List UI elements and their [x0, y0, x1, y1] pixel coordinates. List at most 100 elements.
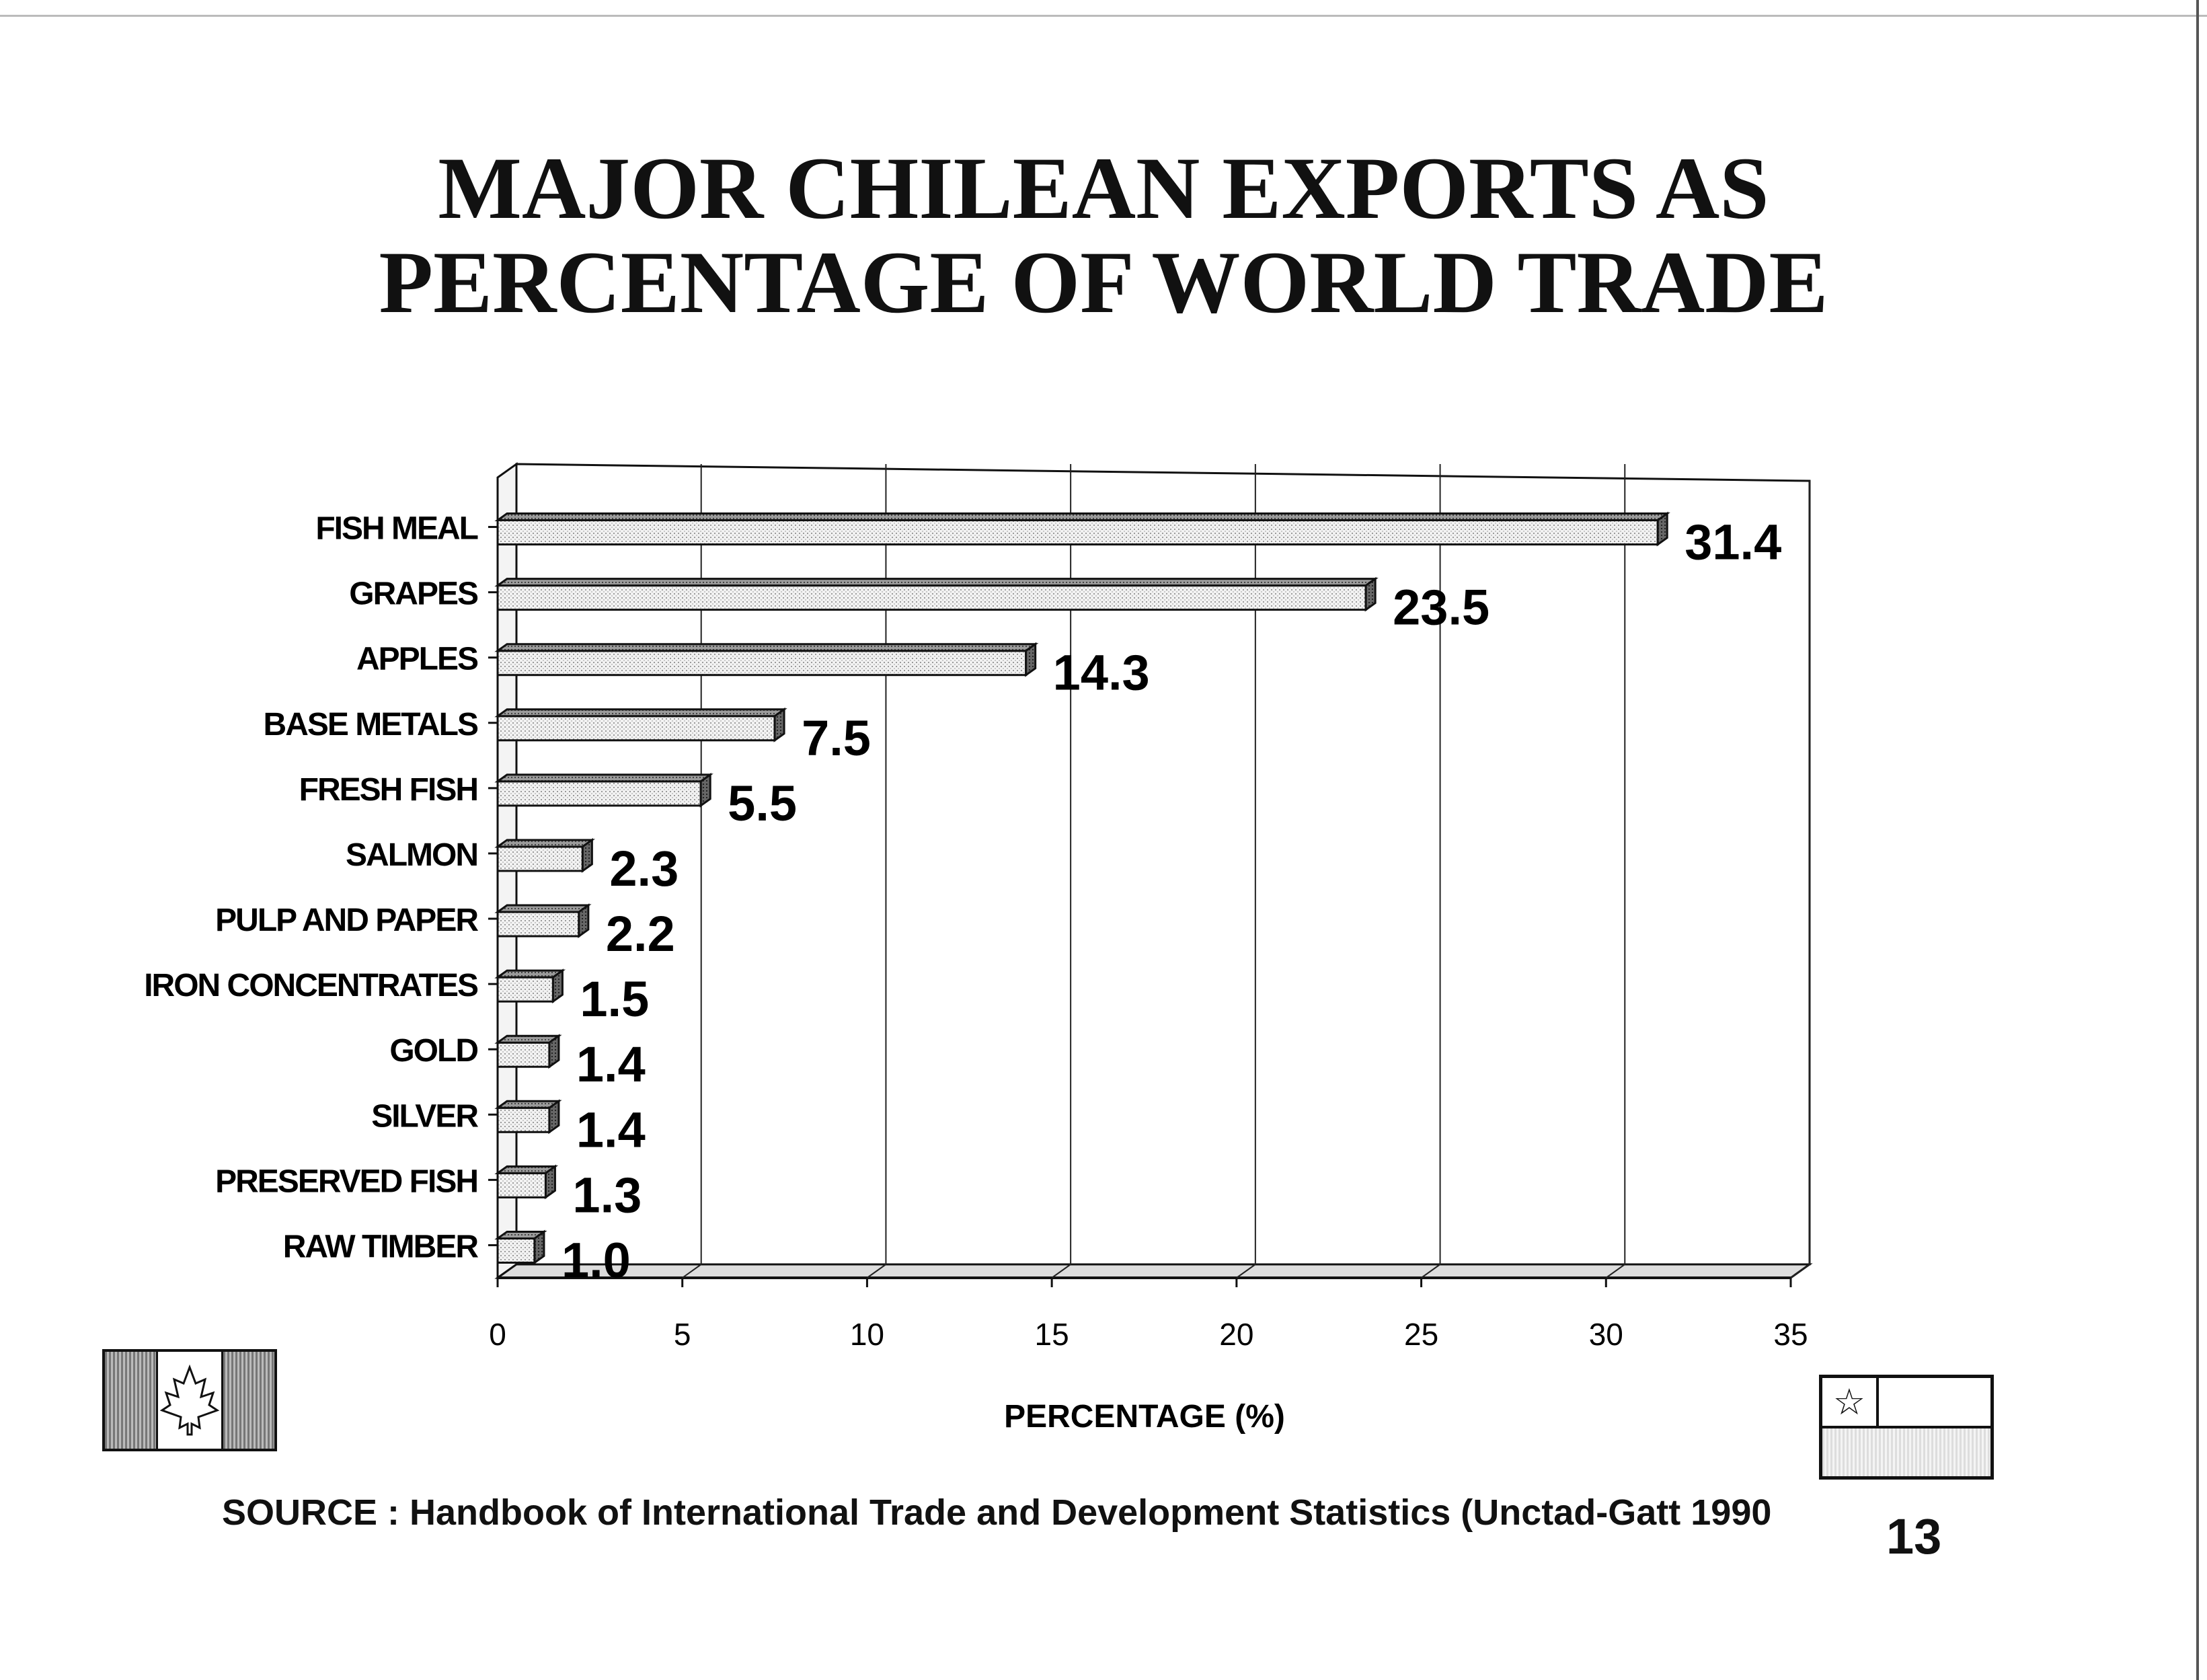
- bar: [494, 511, 1670, 547]
- x-tick-label: 10: [850, 1317, 884, 1352]
- data-label: 7.5: [802, 710, 871, 766]
- gridline-floor: [1605, 1264, 1625, 1278]
- category-labels: FISH MEAL GRAPES APPLES BASE METALS FRESH FI…: [144, 511, 479, 1265]
- bar-top: [494, 643, 1039, 652]
- x-axis-title: PERCENTAGE (%): [1004, 1399, 1285, 1435]
- maple-leaf-icon: [159, 1364, 220, 1436]
- x-tick-label: 25: [1404, 1317, 1438, 1352]
- x-tick-label: 5: [674, 1317, 691, 1352]
- x-tick-label: 30: [1589, 1317, 1623, 1352]
- bar-side: [1364, 576, 1377, 612]
- bar-side: [533, 1229, 545, 1265]
- gridline-floor: [1790, 1264, 1810, 1278]
- category-label: GRAPES: [349, 576, 478, 612]
- bar-front: [496, 845, 584, 872]
- source-note: SOURCE : Handbook of International Trade…: [222, 1492, 1772, 1533]
- bar-side: [548, 1099, 560, 1135]
- bar-top: [494, 512, 1670, 522]
- bar: [494, 1164, 559, 1200]
- bar-front: [496, 780, 702, 807]
- bar-top: [494, 708, 787, 718]
- value-labels: 31.4 23.5 14.3 7.55.5 2.3 2.2 1.5 1.4 1.4 1.3 1.0: [562, 514, 1781, 1289]
- data-label: 2.2: [606, 906, 675, 962]
- bar-front: [496, 715, 776, 742]
- data-label: 5.5: [728, 775, 797, 831]
- data-label: 1.4: [576, 1102, 646, 1157]
- bar: [494, 1034, 562, 1069]
- data-label: 23.5: [1393, 580, 1489, 636]
- x-tick-label: 15: [1035, 1317, 1069, 1352]
- bar-top: [494, 904, 592, 913]
- bar-side: [581, 838, 593, 873]
- bar-front: [496, 1106, 551, 1133]
- data-label: 2.3: [609, 841, 679, 896]
- bar-front: [496, 1172, 547, 1198]
- data-label: 14.3: [1053, 645, 1150, 701]
- bar-top: [494, 839, 596, 848]
- gridline-floor: [866, 1264, 887, 1278]
- bar: [494, 772, 713, 808]
- category-label: APPLES: [356, 642, 478, 677]
- bar: [494, 903, 592, 938]
- bar: [494, 838, 596, 873]
- category-label: SILVER: [371, 1098, 478, 1134]
- scan-artifact-line: [0, 15, 2207, 17]
- category-label: PRESERVED FISH: [215, 1163, 477, 1199]
- gridline-floor: [1051, 1264, 1071, 1278]
- category-label: SALMON: [346, 837, 477, 873]
- bar-side: [699, 772, 711, 808]
- x-axis-ticks: 0 5 10 15 20 25 30 35: [489, 1278, 1808, 1352]
- category-label: BASE METALS: [264, 707, 478, 742]
- bar: [494, 968, 566, 1004]
- bar: [494, 1229, 547, 1265]
- bar-side: [548, 1034, 560, 1069]
- chart-title-line-2: PERCENTAGE OF WORLD TRADE: [379, 233, 1828, 332]
- scan-artifact-edge: [2196, 0, 2199, 1680]
- page-number: 13: [1886, 1509, 1942, 1564]
- chart-title: MAJOR CHILEAN EXPORTS AS PERCENTAGE OF W…: [0, 141, 2207, 330]
- bar-top: [494, 578, 1379, 587]
- bar-side: [578, 903, 590, 938]
- bar-side: [544, 1164, 556, 1200]
- bar-side: [1025, 642, 1037, 677]
- category-label: PULP AND PAPER: [215, 903, 478, 938]
- bar: [494, 576, 1379, 612]
- bar-top: [494, 773, 713, 783]
- data-label: 1.0: [562, 1232, 631, 1288]
- bar-front: [496, 911, 580, 938]
- star-icon: ☆: [1822, 1378, 1879, 1426]
- canada-flag-icon: [102, 1349, 277, 1451]
- bar-front: [496, 976, 554, 1003]
- bar-front: [496, 1237, 536, 1264]
- bar-front: [496, 584, 1367, 611]
- bar: [494, 642, 1039, 677]
- x-tick-label: 20: [1219, 1317, 1253, 1352]
- data-label: 1.3: [572, 1167, 642, 1223]
- chart-title-line-1: MAJOR CHILEAN EXPORTS AS: [438, 139, 1769, 237]
- category-label: IRON CONCENTRATES: [144, 968, 478, 1003]
- gridline-floor: [682, 1264, 702, 1278]
- bar-side: [1656, 511, 1668, 547]
- bar-front: [496, 519, 1659, 546]
- data-label: 1.4: [576, 1036, 646, 1092]
- bar: [494, 707, 787, 742]
- data-label: 1.5: [580, 971, 649, 1027]
- bar-front: [496, 650, 1028, 677]
- category-label: FRESH FISH: [299, 772, 477, 808]
- category-label: FISH MEAL: [315, 511, 477, 547]
- category-label: RAW TIMBER: [283, 1229, 479, 1264]
- bar-side: [551, 968, 564, 1004]
- gridline-floor: [1420, 1264, 1441, 1278]
- bar-side: [773, 707, 785, 742]
- gridline-floor: [1236, 1264, 1256, 1278]
- chile-flag-icon: ☆: [1819, 1375, 1994, 1480]
- bar-front: [496, 1041, 551, 1068]
- category-label: GOLD: [389, 1033, 477, 1069]
- plot-floor: [494, 1263, 1813, 1279]
- bar: [494, 1099, 562, 1135]
- bars: [488, 511, 1670, 1265]
- x-tick-label: 0: [489, 1317, 506, 1352]
- x-tick-label: 35: [1773, 1317, 1808, 1352]
- data-label: 31.4: [1685, 514, 1781, 570]
